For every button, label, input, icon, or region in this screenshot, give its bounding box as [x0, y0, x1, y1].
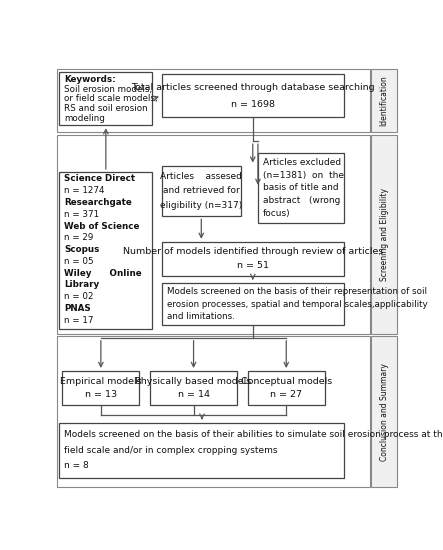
FancyBboxPatch shape — [150, 371, 237, 405]
FancyBboxPatch shape — [371, 336, 397, 487]
FancyBboxPatch shape — [162, 166, 241, 216]
Text: Web of Science: Web of Science — [64, 222, 140, 230]
Text: Total articles screened through database searching: Total articles screened through database… — [131, 82, 375, 92]
Text: n = 17: n = 17 — [64, 316, 94, 325]
Text: n = 371: n = 371 — [64, 210, 99, 219]
Text: n = 1698: n = 1698 — [231, 100, 275, 108]
FancyBboxPatch shape — [162, 74, 344, 117]
Text: Models screened on the basis of their representation of soil: Models screened on the basis of their re… — [167, 288, 427, 296]
FancyBboxPatch shape — [62, 371, 140, 405]
Text: PNAS: PNAS — [64, 304, 91, 313]
Text: Identification: Identification — [380, 75, 389, 126]
Text: n = 13: n = 13 — [85, 390, 117, 399]
Text: erosion processes, spatial and temporal scales,applicability: erosion processes, spatial and temporal … — [167, 300, 427, 309]
Text: and limitations.: and limitations. — [167, 312, 234, 321]
Text: Articles excluded: Articles excluded — [263, 158, 341, 167]
Text: n = 1274: n = 1274 — [64, 186, 105, 195]
Text: or field scale models,: or field scale models, — [64, 94, 158, 103]
Text: field scale and/or in complex cropping systems: field scale and/or in complex cropping s… — [64, 446, 278, 455]
FancyBboxPatch shape — [59, 73, 152, 125]
Text: eligibility (n=317): eligibility (n=317) — [160, 201, 242, 210]
Text: n = 29: n = 29 — [64, 233, 93, 243]
Text: n = 27: n = 27 — [270, 390, 302, 399]
Text: n = 02: n = 02 — [64, 292, 94, 301]
Text: Researchgate: Researchgate — [64, 198, 132, 207]
Text: n = 8: n = 8 — [64, 461, 89, 470]
Text: n = 51: n = 51 — [237, 261, 269, 270]
Text: Physically based models: Physically based models — [136, 377, 252, 386]
Text: Articles    assesed: Articles assesed — [160, 172, 242, 181]
Text: basis of title and: basis of title and — [263, 183, 338, 192]
Text: Empirical models: Empirical models — [60, 377, 142, 386]
Text: (n=1381)  on  the: (n=1381) on the — [263, 170, 344, 179]
Text: Screening and Eligibility: Screening and Eligibility — [380, 188, 389, 280]
Text: Scopus: Scopus — [64, 245, 100, 254]
Text: Models screened on the basis of their abilities to simulate soil erosion process: Models screened on the basis of their ab… — [64, 430, 443, 439]
FancyBboxPatch shape — [248, 371, 325, 405]
Text: n = 05: n = 05 — [64, 257, 94, 266]
Text: focus): focus) — [263, 208, 290, 218]
Text: Science Direct: Science Direct — [64, 174, 136, 184]
Text: Wiley      Online: Wiley Online — [64, 269, 142, 278]
FancyBboxPatch shape — [59, 172, 152, 328]
Text: n = 14: n = 14 — [178, 390, 210, 399]
FancyBboxPatch shape — [162, 242, 344, 276]
FancyBboxPatch shape — [162, 283, 344, 325]
FancyBboxPatch shape — [371, 135, 397, 334]
Text: Keywords:: Keywords: — [64, 75, 116, 84]
Text: Conceptual models: Conceptual models — [241, 377, 332, 386]
Text: RS and soil erosion: RS and soil erosion — [64, 104, 148, 113]
Text: abstract   (wrong: abstract (wrong — [263, 196, 340, 205]
FancyBboxPatch shape — [59, 422, 345, 477]
Text: Number of models identified through review of articles: Number of models identified through revi… — [123, 248, 383, 256]
Text: and retrieved for: and retrieved for — [163, 186, 240, 195]
Text: Library: Library — [64, 280, 100, 289]
Text: modeling: modeling — [64, 113, 105, 123]
Text: Conclusion and Summary: Conclusion and Summary — [380, 362, 389, 460]
FancyBboxPatch shape — [258, 153, 344, 223]
Text: Soil erosion models,: Soil erosion models, — [64, 85, 152, 94]
FancyBboxPatch shape — [371, 69, 397, 131]
